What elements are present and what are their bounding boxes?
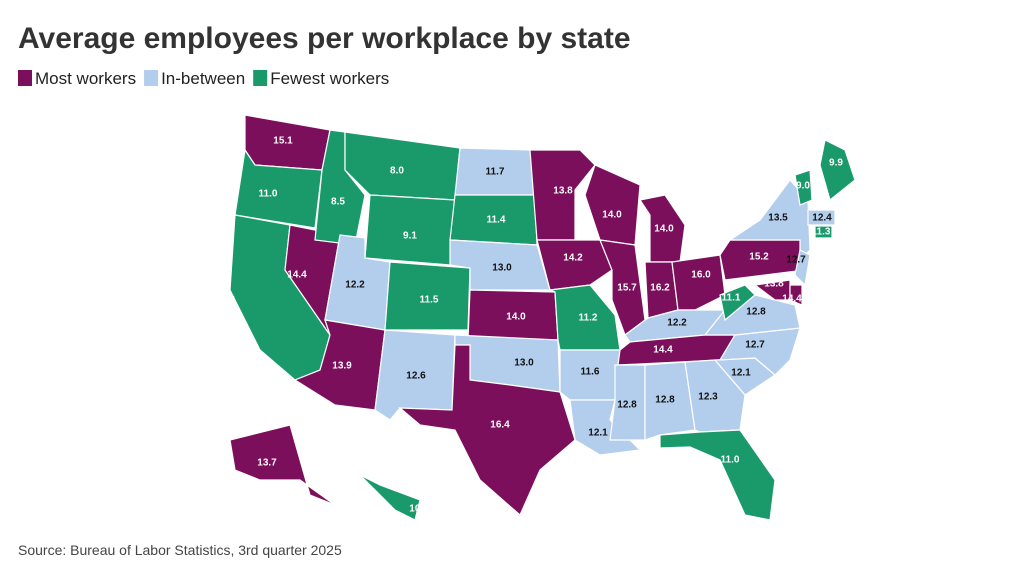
legend-label: Fewest workers <box>270 69 389 88</box>
state-value: 15.1 <box>273 136 293 147</box>
state <box>659 429 776 521</box>
state <box>719 284 756 322</box>
state-value: 11.6 <box>581 367 600 378</box>
state-value: 8.0 <box>390 166 404 177</box>
state-value: 11.7 <box>486 167 505 178</box>
state-value: 10.3 <box>409 504 429 515</box>
state-value: 14.2 <box>563 253 583 264</box>
map: 15.1 11.0 9.2 14.4 8.5 8.0 9.1 12.2 11.5 13.9 12.6… <box>221 114 856 521</box>
state-value: 12.2 <box>345 280 365 291</box>
state-value: 12.1 <box>588 428 608 439</box>
legend-label: Most workers <box>35 69 136 88</box>
state <box>807 209 836 226</box>
state-value: 14.0 <box>506 312 526 323</box>
state-value: 12.4 <box>812 213 832 224</box>
state-value: 9.2 <box>221 295 235 306</box>
state-value: 9.0 <box>796 181 810 192</box>
state-value: 13.9 <box>332 361 352 372</box>
state-value: 12.3 <box>698 392 718 403</box>
state-value: 12.8 <box>617 400 637 411</box>
state-value: 11.5 <box>420 295 439 306</box>
state <box>229 424 336 506</box>
state-value: 11.1 <box>722 293 741 304</box>
state <box>644 361 696 441</box>
legend-swatch <box>144 70 159 86</box>
legend: Most workers In-between Fewest workers <box>18 69 389 88</box>
state-value: 13.8 <box>553 186 573 197</box>
state <box>819 139 856 202</box>
legend-swatch <box>18 70 32 86</box>
state-value: 8.5 <box>331 197 345 208</box>
state-value: 16.0 <box>691 270 711 281</box>
state-value: 14.0 <box>654 224 674 235</box>
state-value: 11.2 <box>579 313 598 324</box>
state-value: 13.0 <box>514 358 534 369</box>
state-value: 9.9 <box>829 158 843 169</box>
state-value: 13.8 <box>764 279 784 290</box>
state-value: 9.1 <box>403 231 417 242</box>
state-value: 14.0 <box>602 210 622 221</box>
state-value: 13.7 <box>257 458 277 469</box>
state-value: 14.4 <box>653 345 673 356</box>
state <box>671 254 726 311</box>
state-value: 11.4 <box>487 215 506 226</box>
state <box>794 169 813 206</box>
state-value: 12.7 <box>745 340 765 351</box>
state-value: 14.4 <box>287 270 307 281</box>
state <box>398 344 576 516</box>
state <box>794 249 811 287</box>
title: Average employees per workplace by state <box>18 22 631 55</box>
legend-label: In-between <box>161 69 245 88</box>
state <box>536 239 613 291</box>
state-value: 13.0 <box>492 263 512 274</box>
state-value: 12.2 <box>667 318 687 329</box>
state <box>359 474 421 521</box>
state-value: 12.8 <box>746 307 766 318</box>
state-value: 11.0 <box>259 189 278 200</box>
state <box>789 284 803 306</box>
state-value: 12.6 <box>406 371 426 382</box>
state-value: 11.0 <box>721 455 740 466</box>
state-value: 15.2 <box>749 252 769 263</box>
state-value: 14.4 <box>782 294 802 305</box>
state-value: 15.7 <box>617 283 637 294</box>
state-value: 16.4 <box>490 420 510 431</box>
state <box>814 225 833 239</box>
state-value: 16.2 <box>650 283 670 294</box>
state <box>584 164 641 246</box>
state-value: 13.5 <box>768 213 788 224</box>
source: Source: Bureau of Labor Statistics, 3rd … <box>18 542 342 558</box>
legend-swatch <box>253 70 268 86</box>
state <box>609 364 646 441</box>
state-value: 12.1 <box>731 368 751 379</box>
state-value: 12.7 <box>786 255 806 266</box>
state-value: 11.3 <box>812 227 831 238</box>
state-value: 12.8 <box>655 395 675 406</box>
